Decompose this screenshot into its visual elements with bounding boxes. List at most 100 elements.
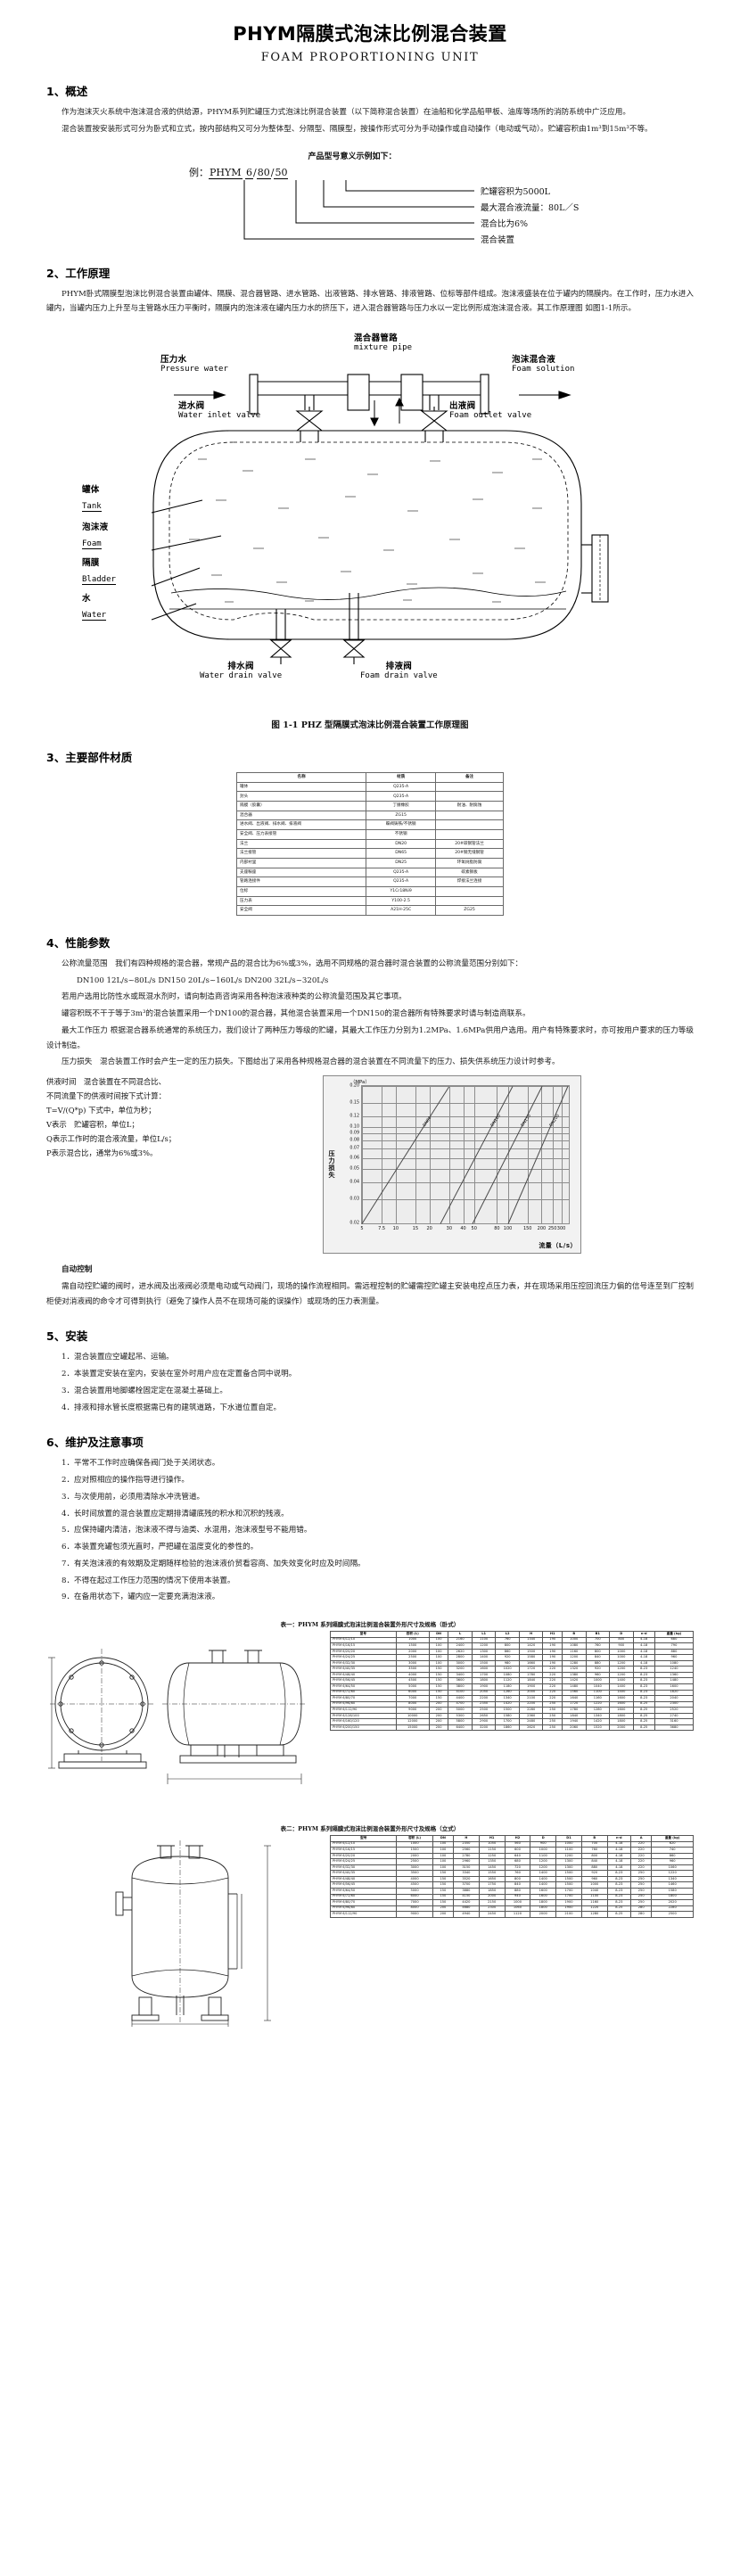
table-row: PHYM 6/24/25 2500 100 2800 1400 920 1580 190 120… <box>330 1654 695 1661</box>
chart-gridline-y-6 <box>362 1140 569 1142</box>
chart-gridline-y-1 <box>362 1198 569 1200</box>
performance-paragraph-6: 压力损失 混合装置工作时会产生一定的压力损失。下图给出了采用各种规格混合器的混合… <box>62 1058 560 1067</box>
pressure-loss-chart: 压力损失 （MPa） 流量（L/s） 5 7.5 10 15 20 30 40 50 80 100… <box>323 1075 581 1255</box>
dim2-cell-r12-c2: 200 <box>432 1911 455 1918</box>
dim1-header-6: H <box>518 1631 544 1638</box>
chart-xtick-12: 250 <box>547 1226 557 1232</box>
table-row: 隔膜（胶囊） 丁腈橡胶 耐油、耐腐蚀 <box>235 800 504 811</box>
maintenance-item-4: 5．应保持罐内清洁，泡沫液不得与油类、水混用，泡沫液型号不能用错。 <box>62 1526 312 1535</box>
dim1-cell-r13-c6: 2360 <box>518 1712 544 1720</box>
section-heading-maintenance: 6、维护及注意事项 <box>46 1436 144 1450</box>
maintenance-item-1: 2．应对照相应的操作指导进行操作。 <box>62 1476 189 1486</box>
table-row: 支座鞍座 Q235-A 碳素钢板 <box>235 867 504 878</box>
figure-caption-1-1: 图 1-1 PHZ 型隔膜式泡沫比例混合装置工作原理图 <box>271 720 469 730</box>
maintenance-item-8: 9．在备用状态下，罐内应一定要充满泡沫液。 <box>62 1593 220 1602</box>
dim1-cell-r8-c11: 8-23 <box>632 1683 655 1691</box>
schematic-drawing <box>151 374 609 664</box>
model-legend-item-3: 混合装置 <box>481 235 515 245</box>
chart-ytick-7: 0.09 <box>349 1131 359 1136</box>
materials-cell-r2-c2: 耐油、耐腐蚀 <box>435 800 504 811</box>
materials-cell-r4-c1: 蝶阀铸铁/不锈钢 <box>366 819 437 830</box>
maintenance-item-6: 7．有关泡沫液的有效期及定期随样检验的泡沫液价贸看容商、加失效变化时应及时间隔。 <box>62 1559 366 1568</box>
dim1-cell-r13-c1: 10000 <box>395 1712 430 1720</box>
dim1-cell-r4-c11: 4-18 <box>632 1659 655 1667</box>
chart-xtick-4: 20 <box>426 1226 432 1232</box>
materials-cell-r3-c1: ZG15 <box>366 810 437 821</box>
schematic-label-bladder: 隔膜 Bladder <box>82 558 116 585</box>
maintenance-item-7: 8．不得在起过工作压力范围的情况下使用本装置。 <box>62 1576 235 1585</box>
materials-cell-r5-c2 <box>435 828 504 840</box>
table-row: PHYM 6/40/35 3500 150 3340 1550 760 1400 1500 92… <box>329 1870 694 1877</box>
dim1-cell-r12-c12: 2520 <box>654 1707 695 1714</box>
materials-cell-r3-c2 <box>435 810 504 821</box>
dim1-cell-r8-c1: 5000 <box>395 1683 430 1691</box>
materials-cell-r13-c2: ZG25 <box>435 905 504 916</box>
materials-cell-r10-c0: 管路连接件 <box>235 876 367 887</box>
supply-time-notes: 供液时间 混合装置在不同混合比、 不同流量下的供液时间按下式计算： T=V/(Q*… <box>46 1075 314 1161</box>
materials-cell-r11-c2 <box>435 885 504 897</box>
materials-cell-r7-c1: DN65 <box>366 848 437 859</box>
dim1-cell-r11-c11: 8-25 <box>632 1700 655 1708</box>
schematic-label-tank: 罐体 Tank <box>82 485 102 512</box>
dim1-cell-r7-c1: 4500 <box>395 1677 430 1684</box>
table-row: PHYM 6/12/10 1000 100 2160 1100 760 1340 190 100… <box>330 1636 695 1644</box>
dim1-cell-r12-c11: 8-25 <box>632 1707 655 1714</box>
materials-cell-r7-c2: 20#钢无缝钢管 <box>435 848 504 859</box>
materials-cell-r5-c0: 安全阀、压力表接管 <box>235 828 367 840</box>
horizontal-unit-drawing <box>46 1631 323 1809</box>
table-row: 安全阀、压力表接管 不锈钢 <box>235 828 504 840</box>
materials-cell-r9-c0: 支座鞍座 <box>235 867 367 878</box>
dim1-cell-r15-c9: 1520 <box>585 1724 611 1732</box>
chart-ytick-9: 0.12 <box>349 1114 359 1119</box>
table-row: 内部衬里 DN25 环氧树脂防腐 <box>235 857 504 868</box>
maintenance-item-2: 3．与次使用前，必须用清除水冲洗管道。 <box>62 1492 205 1502</box>
dim2-cell-r12-c11: 2500 <box>651 1911 694 1918</box>
vertical-unit-drawing <box>46 1835 323 2028</box>
dim1-cell-r15-c10: 2000 <box>609 1724 634 1732</box>
table-row: 安全阀 A21H-25C ZG25 <box>235 905 504 916</box>
chart-xtick-0: 5 <box>360 1226 364 1232</box>
chart-series-line-DN80 <box>361 1086 450 1224</box>
dim1-cell-r15-c7: 250 <box>542 1724 563 1732</box>
working-principle-schematic: 压力水 Pressure water 混合器管路 mixture pipe 泡沫… <box>46 325 694 682</box>
chart-gridline-y-0 <box>362 1223 569 1225</box>
materials-table: 名称 材质 备注 罐体 Q235-A 封头 Q235-A 隔膜（胶囊） 丁腈橡胶 耐油、耐腐蚀 混合… <box>235 772 504 916</box>
section-heading-overview: 1、概述 <box>46 85 88 98</box>
dim2-cell-r12-c5: 1120 <box>504 1911 531 1918</box>
schematic-label-water-inlet-valve: 进水阀 Water inlet valve <box>178 401 261 420</box>
dim1-cell-r1-c12: 790 <box>654 1642 695 1650</box>
dim1-cell-r14-c12: 3160 <box>654 1718 695 1725</box>
schematic-label-water: 水 Water <box>82 594 107 621</box>
table-row: PHYM 6/72/60 6000 150 4150 2000 940 1600 1700 11… <box>329 1893 694 1901</box>
dimension-block-vertical: 表二：PHYM 系列隔膜式泡沫比例混合装置外形尺寸及规格（立式） <box>46 1823 694 2028</box>
dim1-cell-r5-c6: 1720 <box>518 1666 544 1673</box>
dim1-cell-r8-c12: 1600 <box>654 1683 695 1691</box>
model-legend-item-0: 贮罐容积为5000L <box>481 186 550 197</box>
schematic-label-mixture-pipe: 混合器管路 mixture pipe <box>354 333 413 352</box>
dim1-cell-r1-c11: 4-18 <box>632 1642 655 1650</box>
performance-paragraph-4: 罐容积既不干于等于3m³的混合装置采用一个DN100的混合器，其他混合装置采用一… <box>62 1009 530 1019</box>
table-row: 法兰 DN20 20#碳钢管法兰 <box>235 838 504 850</box>
dim2-cell-r12-c8: 1280 <box>580 1911 608 1918</box>
dim1-cell-r10-c6: 2100 <box>518 1695 544 1702</box>
chart-ytick-0: 0.02 <box>349 1221 359 1226</box>
dim1-cell-r6-c1: 4000 <box>395 1671 430 1679</box>
installation-item-0: 1．混合装置应空罐起吊、运输。 <box>62 1353 174 1362</box>
dim1-cell-r11-c1: 8000 <box>395 1700 430 1708</box>
dim2-cell-r12-c1: 9000 <box>396 1911 433 1918</box>
overview-paragraph-1: 作为泡沫灭火系统中泡沫混合液的供给源，PHYM系列贮罐压力式泡沫比例混合装置（以… <box>62 108 630 117</box>
dim1-cell-r3-c1: 2500 <box>395 1654 430 1661</box>
chart-ytick-11: 0.20 <box>349 1083 359 1089</box>
dim2-cell-r12-c3: 4940 <box>453 1911 480 1918</box>
materials-cell-r6-c2: 20#碳钢管法兰 <box>435 838 504 850</box>
supply-time-title: 供液时间 混合装置在不同混合比、 <box>46 1077 166 1087</box>
performance-paragraph-5: 最大工作压力 根据混合器系统通常的系统压力，我们设计了两种压力等级的贮罐，其最大… <box>46 1025 694 1050</box>
dim2-cell-r12-c4: 2450 <box>478 1911 506 1918</box>
table-row: PHYM 6/96/80 8000 200 4700 2350 1420 2200 250 17… <box>330 1700 695 1708</box>
chart-gridline-x-11 <box>541 1086 543 1224</box>
model-designation-caption: 产品型号意义示例如下： <box>308 152 397 161</box>
chart-ytick-3: 0.05 <box>349 1166 359 1172</box>
materials-cell-r1-c0: 封头 <box>235 791 367 802</box>
chart-gridline-x-7 <box>473 1086 475 1224</box>
